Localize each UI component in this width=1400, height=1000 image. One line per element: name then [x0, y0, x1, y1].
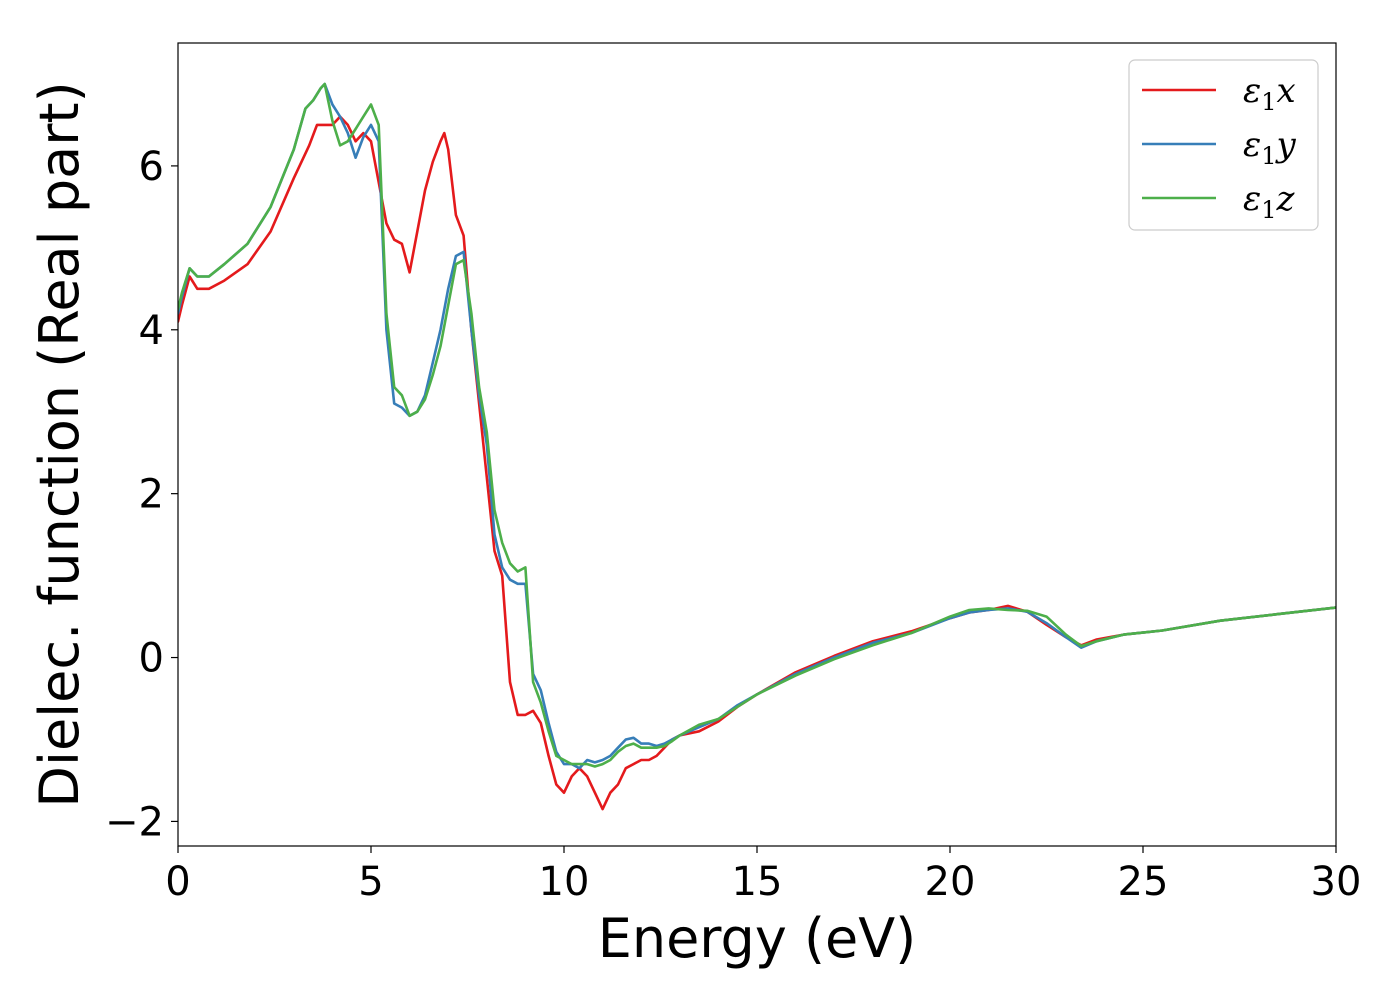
y-axis-title: Dielec. function (Real part): [28, 81, 91, 807]
y-axis-ticks: −2 0 2 4 6: [105, 144, 178, 845]
x-tick-label: 10: [539, 859, 590, 905]
legend-label-z: ε1z: [1243, 179, 1296, 224]
legend-box: [1128, 59, 1319, 231]
y-tick-label: 0: [139, 636, 164, 682]
legend: ε1x ε1y ε1z: [1128, 59, 1319, 231]
y-tick-label: 2: [139, 472, 164, 518]
legend-label-x: ε1x: [1243, 71, 1296, 116]
x-tick-label: 5: [358, 859, 383, 905]
x-tick-label: 30: [1311, 859, 1362, 905]
x-tick-label: 0: [165, 859, 190, 905]
x-axis-title: Energy (eV): [598, 907, 917, 970]
x-tick-label: 15: [732, 859, 783, 905]
x-axis-ticks: 0 5 10 15 20 25 30: [165, 846, 1361, 905]
legend-label-y: ε1y: [1243, 125, 1297, 170]
y-tick-label: −2: [105, 799, 164, 845]
y-tick-label: 6: [139, 144, 164, 190]
series-line-z: [178, 82, 1336, 768]
y-tick-label: 4: [139, 308, 164, 354]
x-tick-label: 25: [1118, 859, 1169, 905]
series-layer: [178, 82, 1336, 811]
x-tick-label: 20: [925, 859, 976, 905]
